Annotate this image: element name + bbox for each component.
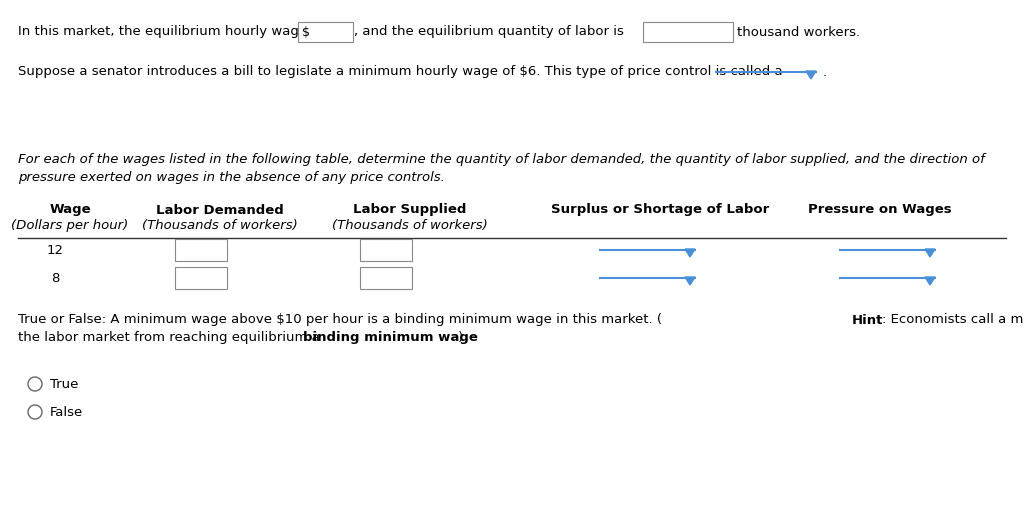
FancyBboxPatch shape (643, 22, 733, 42)
Text: : Economists call a minimum wage that prevents: : Economists call a minimum wage that pr… (882, 314, 1024, 326)
Text: (Thousands of workers): (Thousands of workers) (332, 220, 487, 233)
Text: binding minimum wage: binding minimum wage (303, 332, 478, 344)
FancyBboxPatch shape (360, 239, 412, 261)
FancyBboxPatch shape (298, 22, 353, 42)
Text: In this market, the equilibrium hourly wage is: In this market, the equilibrium hourly w… (18, 25, 327, 39)
Polygon shape (685, 249, 695, 257)
FancyBboxPatch shape (360, 267, 412, 289)
Text: Hint: Hint (852, 314, 884, 326)
FancyBboxPatch shape (175, 239, 227, 261)
Text: the labor market from reaching equilibrium a: the labor market from reaching equilibri… (18, 332, 324, 344)
Polygon shape (685, 277, 695, 285)
Text: True: True (50, 378, 79, 390)
Text: thousand workers.: thousand workers. (737, 25, 860, 39)
Polygon shape (806, 71, 816, 79)
Text: .): .) (455, 332, 464, 344)
Text: $: $ (302, 25, 314, 39)
Text: (Dollars per hour): (Dollars per hour) (11, 220, 129, 233)
Text: Labor Supplied: Labor Supplied (353, 204, 467, 216)
FancyBboxPatch shape (175, 267, 227, 289)
Text: Labor Demanded: Labor Demanded (156, 204, 284, 216)
Polygon shape (925, 277, 935, 285)
Text: .: . (823, 66, 827, 78)
Text: 12: 12 (46, 243, 63, 257)
Text: (Thousands of workers): (Thousands of workers) (142, 220, 298, 233)
Text: False: False (50, 406, 83, 418)
Text: Wage: Wage (49, 204, 91, 216)
Text: True or False: A minimum wage above $10 per hour is a binding minimum wage in th: True or False: A minimum wage above $10 … (18, 314, 662, 326)
Text: 8: 8 (51, 271, 59, 285)
Text: Pressure on Wages: Pressure on Wages (808, 204, 952, 216)
Text: Surplus or Shortage of Labor: Surplus or Shortage of Labor (551, 204, 769, 216)
Text: For each of the wages listed in the following table, determine the quantity of l: For each of the wages listed in the foll… (18, 153, 985, 167)
Text: Suppose a senator introduces a bill to legislate a minimum hourly wage of $6. Th: Suppose a senator introduces a bill to l… (18, 66, 782, 78)
Text: , and the equilibrium quantity of labor is: , and the equilibrium quantity of labor … (354, 25, 628, 39)
Text: pressure exerted on wages in the absence of any price controls.: pressure exerted on wages in the absence… (18, 171, 444, 185)
Polygon shape (925, 249, 935, 257)
